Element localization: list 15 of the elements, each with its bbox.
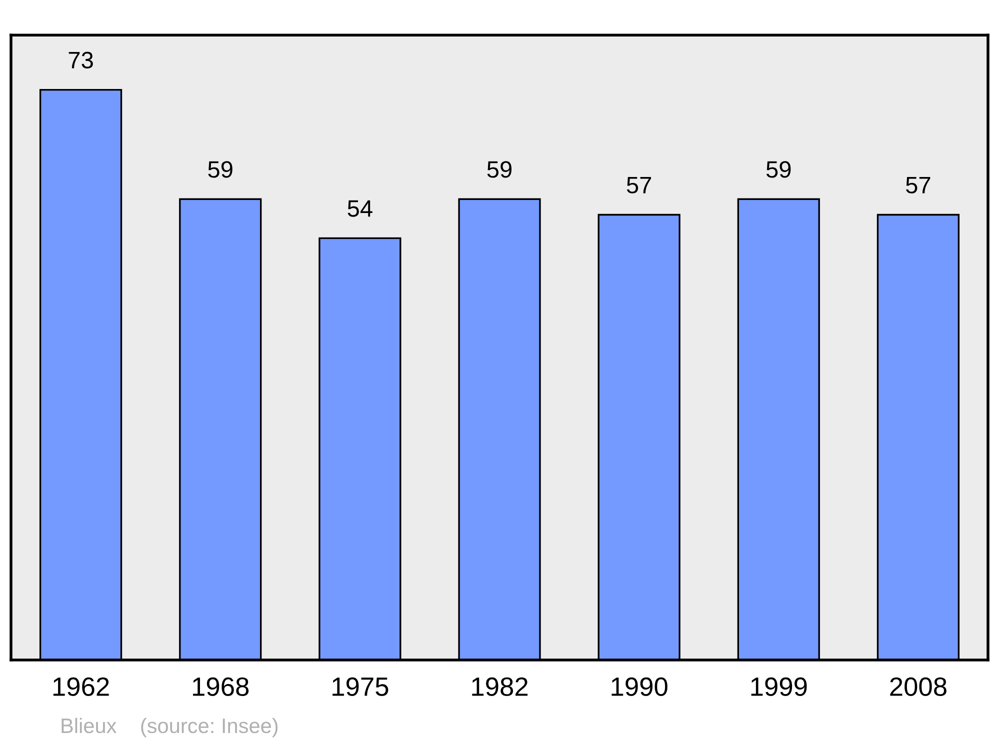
x-tick-label: 2008 — [890, 677, 946, 696]
x-tick-label: 1990 — [612, 677, 668, 696]
data-label: 73 — [68, 52, 93, 68]
data-label: 59 — [208, 161, 232, 178]
x-tick-label: 1982 — [472, 677, 528, 696]
data-label: 59 — [766, 161, 791, 178]
x-tick-label: 1962 — [53, 677, 109, 696]
data-label: 59 — [487, 161, 512, 178]
x-tick-label: 1975 — [332, 677, 388, 696]
text: Blieux (source: Insee) — [62, 718, 278, 738]
x-tick-label: 1999 — [751, 677, 807, 696]
data-label: 57 — [626, 176, 652, 194]
data-label: 57 — [906, 176, 930, 194]
x-tick-label: 1968 — [193, 677, 249, 696]
data-label: 54 — [348, 200, 372, 217]
